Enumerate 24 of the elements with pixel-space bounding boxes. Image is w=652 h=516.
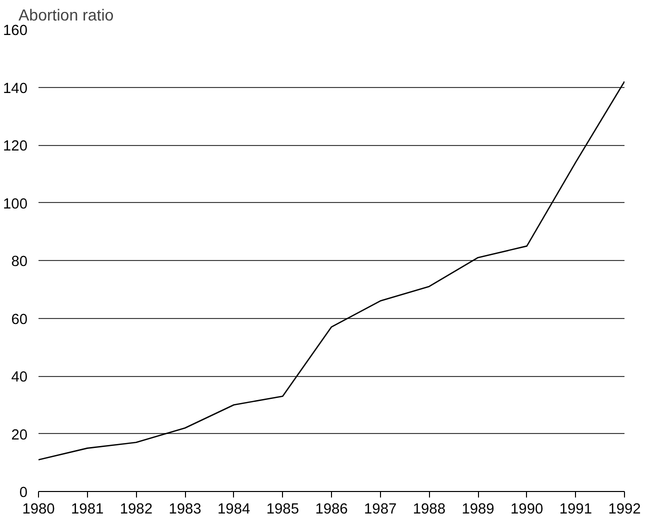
x-tick-label: 1989 bbox=[462, 502, 494, 516]
x-tick-label: 1990 bbox=[510, 502, 544, 516]
line-series bbox=[38, 80, 624, 460]
y-tick-label: 20 bbox=[11, 427, 28, 444]
x-tick-label: 1992 bbox=[608, 502, 641, 516]
x-tick-label: 1986 bbox=[315, 502, 348, 516]
x-tick-label: 1983 bbox=[168, 502, 202, 516]
y-axis-title: Abortion ratio bbox=[18, 8, 114, 24]
y-tick-label: 160 bbox=[3, 23, 28, 39]
y-tick-label: 0 bbox=[19, 485, 28, 501]
y-tick-label: 120 bbox=[3, 138, 28, 154]
x-tick-label: 1982 bbox=[120, 502, 152, 516]
x-tick-label: 1987 bbox=[364, 502, 397, 516]
y-tick-label: 40 bbox=[11, 370, 28, 386]
x-tick-label: 1981 bbox=[71, 502, 104, 516]
x-tick-label: 1988 bbox=[412, 502, 446, 516]
y-tick-label: 80 bbox=[11, 254, 28, 270]
y-tick-label: 140 bbox=[3, 80, 28, 97]
x-tick-label: 1985 bbox=[266, 502, 299, 516]
y-tick-label: 100 bbox=[3, 196, 28, 212]
x-tick-label: 1991 bbox=[559, 502, 592, 516]
x-tick-label: 1984 bbox=[218, 502, 250, 516]
x-tick-label: 1980 bbox=[22, 502, 55, 516]
y-tick-label: 60 bbox=[11, 312, 28, 328]
